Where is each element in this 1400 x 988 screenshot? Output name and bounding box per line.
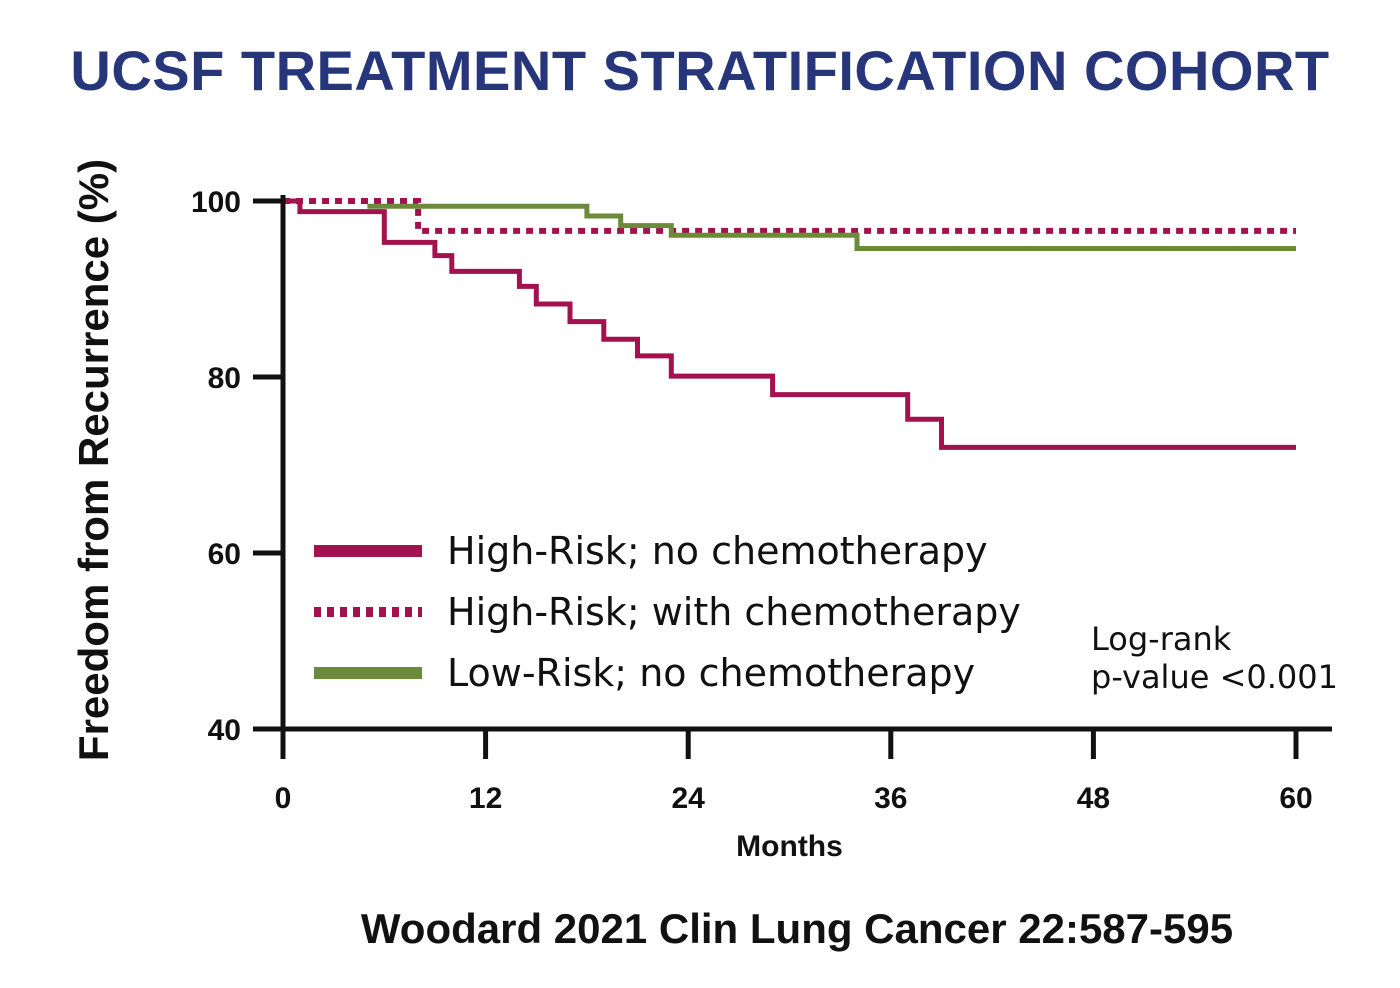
- y-tick-label: 100: [191, 186, 241, 219]
- axes-layer: [280, 195, 1332, 732]
- x-tick-label: 48: [1077, 782, 1110, 815]
- y-tick-label: 80: [208, 362, 241, 395]
- legend-label: High-Risk; no chemotherapy: [447, 529, 988, 573]
- ticks-layer: 40 60 80 100 0 12 24 36 48 60: [191, 186, 1313, 815]
- y-axis-title: Freedom from Recurrence (%): [70, 159, 117, 761]
- x-tick-label: 12: [469, 782, 502, 815]
- legend-label: High-Risk; with chemotherapy: [447, 590, 1021, 634]
- series-line-high-risk-with-chemotherapy: [283, 198, 1296, 234]
- x-tick-label: 60: [1279, 782, 1312, 815]
- x-tick-label: 36: [874, 782, 907, 815]
- annotation-line-1: Log-rank: [1091, 620, 1232, 658]
- x-tick-label: 0: [275, 782, 292, 815]
- log-rank-annotation: Log-rank p-value <0.001: [1091, 620, 1338, 696]
- x-axis-title: Months: [736, 830, 843, 863]
- series-line-low-risk-no-chemotherapy: [367, 203, 1296, 251]
- y-tick-label: 40: [208, 714, 241, 747]
- chart-title: UCSF TREATMENT STRATIFICATION COHORT: [70, 39, 1330, 102]
- legend-label: Low-Risk; no chemotherapy: [447, 651, 975, 695]
- x-tick-label: 24: [672, 782, 706, 815]
- legend: High-Risk; no chemotherapy High-Risk; wit…: [314, 529, 1021, 695]
- series-line-high-risk-no-chemotherapy: [283, 198, 1296, 450]
- annotation-line-2: p-value <0.001: [1091, 658, 1338, 696]
- citation: Woodard 2021 Clin Lung Cancer 22:587-595: [360, 905, 1234, 952]
- y-tick-label: 60: [208, 538, 241, 571]
- series-layer: [283, 198, 1296, 450]
